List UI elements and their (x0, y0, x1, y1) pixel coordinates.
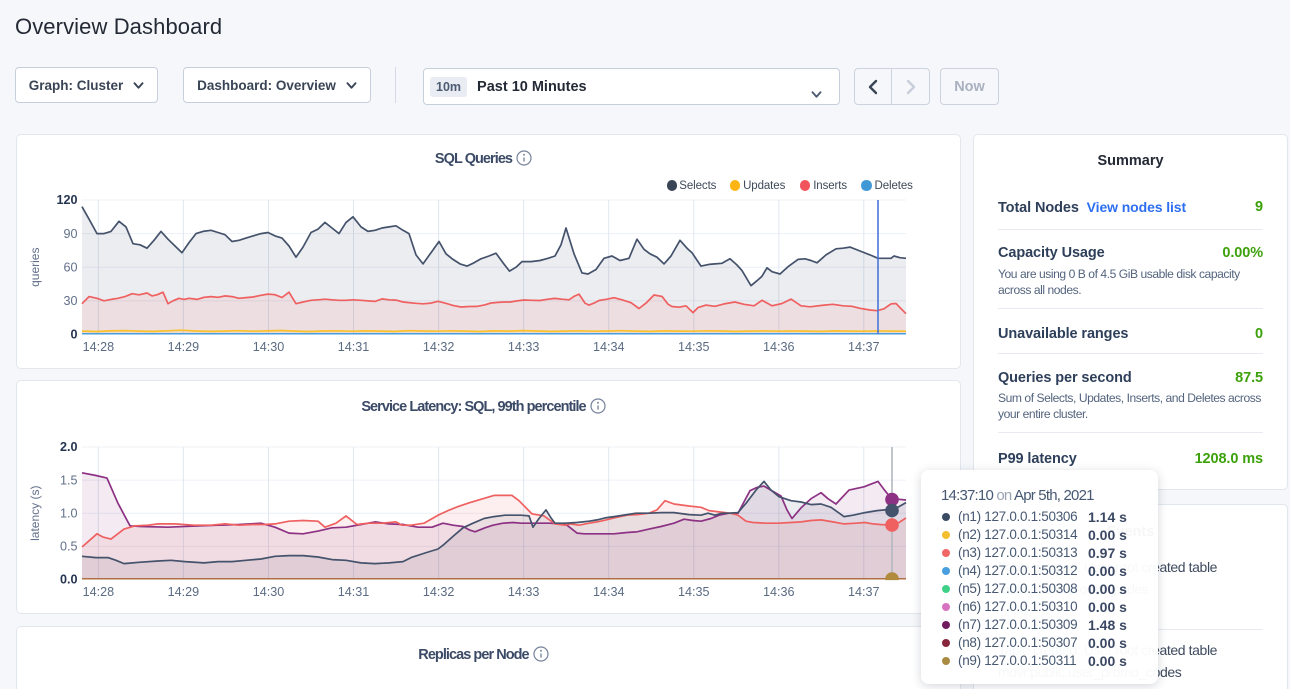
svg-text:0: 0 (70, 328, 77, 342)
svg-text:2.0: 2.0 (60, 440, 78, 454)
svg-text:14:31: 14:31 (338, 340, 370, 354)
svg-text:90: 90 (63, 227, 77, 241)
svg-text:120: 120 (56, 193, 77, 207)
svg-text:latency (s): latency (s) (28, 486, 42, 541)
svg-text:14:36: 14:36 (763, 585, 795, 599)
svg-text:60: 60 (63, 260, 77, 274)
svg-text:14:35: 14:35 (678, 585, 710, 599)
svg-text:0.5: 0.5 (60, 540, 78, 554)
svg-text:14:28: 14:28 (83, 340, 115, 354)
svg-text:14:28: 14:28 (83, 585, 115, 599)
svg-text:0.0: 0.0 (60, 573, 78, 587)
svg-text:14:34: 14:34 (593, 340, 625, 354)
svg-text:14:37: 14:37 (848, 585, 880, 599)
svg-text:14:34: 14:34 (593, 585, 625, 599)
svg-text:14:32: 14:32 (423, 340, 455, 354)
svg-text:14:35: 14:35 (678, 340, 710, 354)
svg-text:queries: queries (28, 248, 42, 287)
svg-text:14:29: 14:29 (168, 585, 200, 599)
svg-text:14:37: 14:37 (848, 340, 880, 354)
svg-text:14:31: 14:31 (338, 585, 370, 599)
svg-text:14:33: 14:33 (508, 340, 540, 354)
svg-text:14:29: 14:29 (168, 340, 200, 354)
svg-text:14:33: 14:33 (508, 585, 540, 599)
svg-text:1.0: 1.0 (60, 506, 78, 520)
svg-text:1.5: 1.5 (60, 473, 78, 487)
svg-text:14:30: 14:30 (253, 340, 285, 354)
svg-text:14:32: 14:32 (423, 585, 455, 599)
svg-text:14:30: 14:30 (253, 585, 285, 599)
svg-text:14:36: 14:36 (763, 340, 795, 354)
svg-text:30: 30 (63, 294, 77, 308)
